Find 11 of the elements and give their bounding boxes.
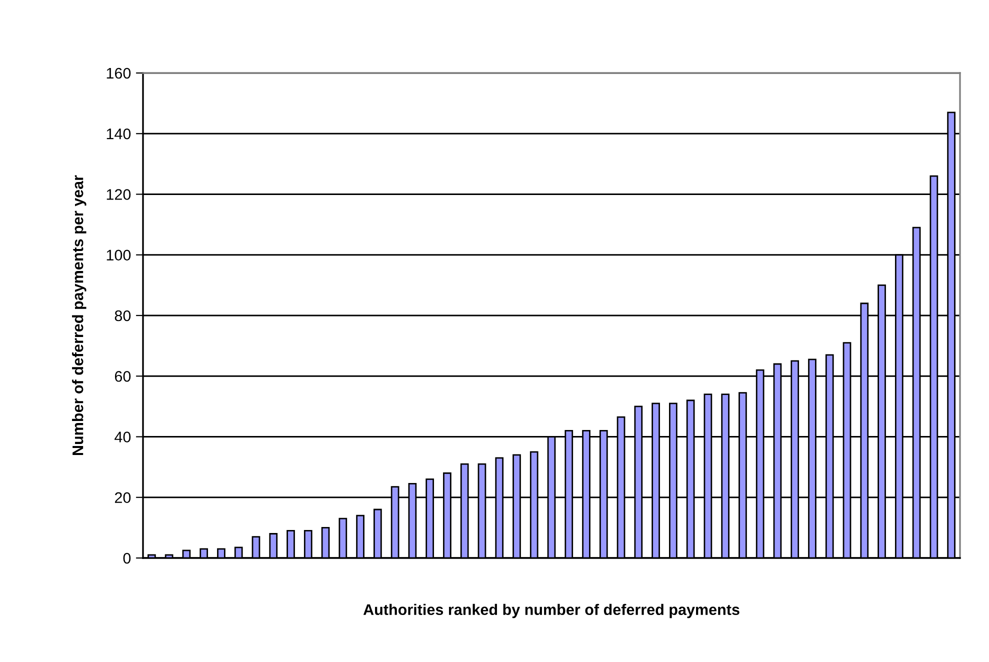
y-tick-label: 140 — [106, 128, 131, 140]
x-axis-title: Authorities ranked by number of deferred payments — [363, 604, 740, 618]
y-tick-label: 40 — [114, 432, 131, 442]
y-tick-label: 20 — [114, 492, 131, 504]
y-tick-label: 100 — [106, 250, 131, 261]
y-tick-label: 120 — [106, 189, 131, 200]
y-tick-label: 80 — [114, 310, 131, 322]
y-axis-title: Number of deferred payments per year — [72, 175, 86, 455]
y-tick-label: 160 — [106, 68, 131, 79]
y-tick-label: 60 — [114, 370, 131, 382]
y-tick-label: 0 — [123, 552, 131, 564]
